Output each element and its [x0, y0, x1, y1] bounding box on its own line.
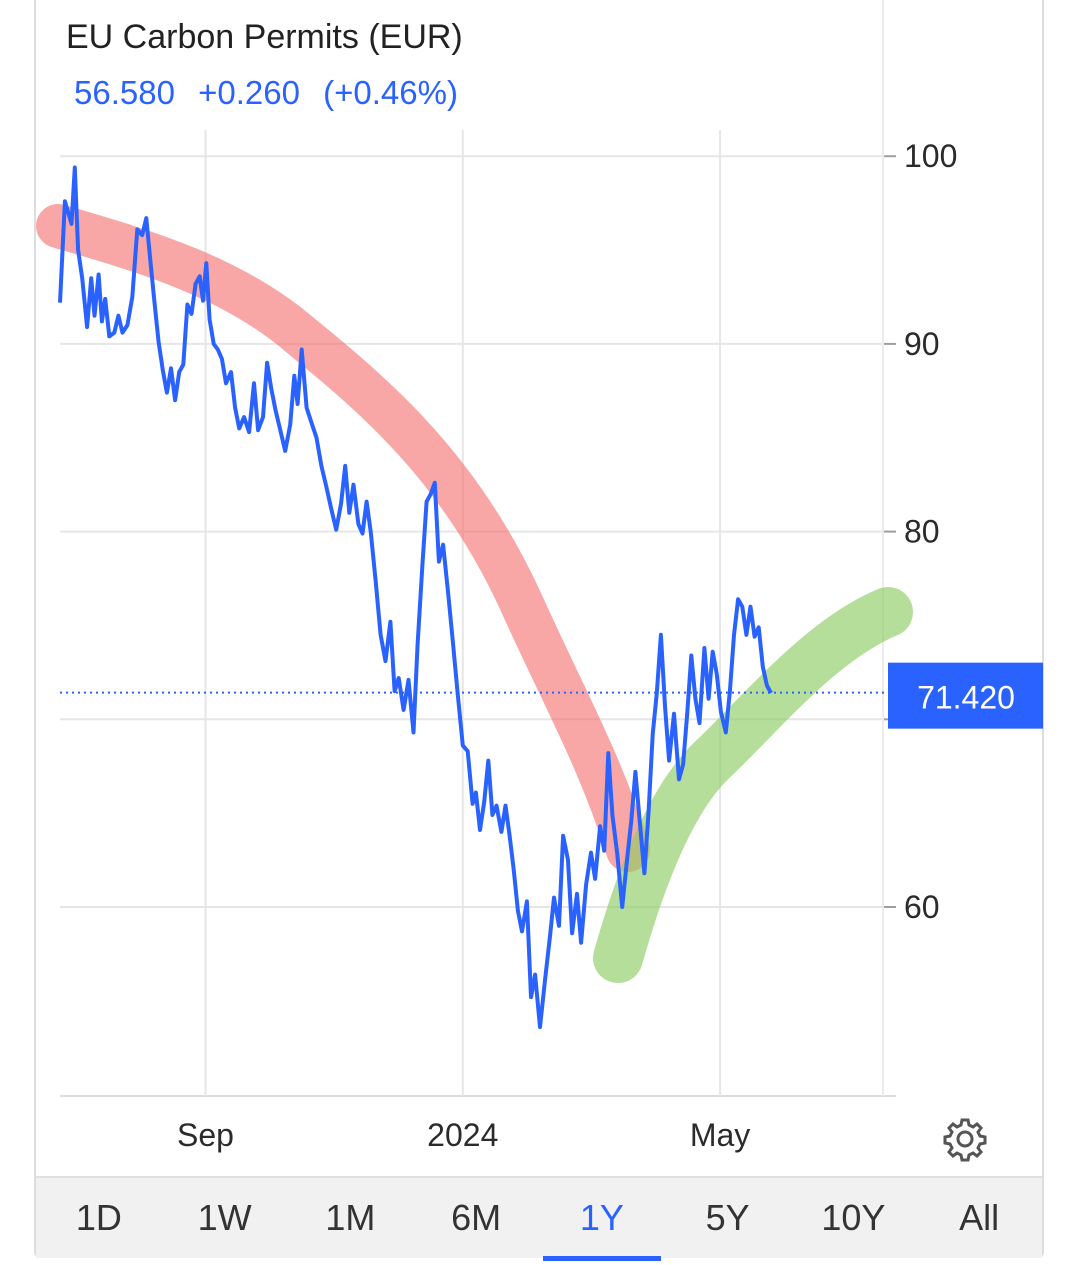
price-chart[interactable]: 71.420 100 90 80 60 Sep 2024 May [0, 0, 1080, 1175]
price-change-percent: (+0.46%) [323, 74, 458, 111]
gear-icon[interactable] [942, 1116, 988, 1162]
chart-title: EU Carbon Permits (EUR) [66, 18, 463, 56]
range-button-all[interactable]: All [959, 1197, 1000, 1238]
trend-highlights [36, 204, 913, 983]
uptrend-highlight [593, 587, 913, 983]
x-tick-label: 2024 [427, 1117, 498, 1153]
price-series [58, 165, 773, 1030]
x-tick-label: Sep [177, 1117, 234, 1153]
range-button-1w[interactable]: 1W [197, 1197, 252, 1238]
price-change: +0.260 [198, 74, 300, 111]
y-tick-label: 60 [904, 889, 940, 925]
price-quote: 56.580 +0.260 (+0.46%) [74, 74, 472, 112]
range-button-5y[interactable]: 5Y [705, 1197, 750, 1238]
axis-labels: 100 90 80 60 Sep 2024 May [177, 138, 957, 1153]
series-line [58, 165, 773, 1030]
y-tick-label: 80 [904, 514, 940, 550]
range-button-10y[interactable]: 10Y [821, 1197, 886, 1238]
downtrend-highlight [36, 204, 650, 872]
range-button-6m[interactable]: 6M [451, 1197, 502, 1238]
range-button-1y[interactable]: 1Y [542, 1189, 661, 1261]
current-price: 56.580 [74, 74, 175, 111]
price-badge [888, 662, 1043, 729]
x-tick-label: May [690, 1117, 750, 1153]
time-range-selector: 1D 1W 1M 6M 1Y 5Y 10Y All [36, 1176, 1042, 1261]
range-button-1m[interactable]: 1M [325, 1197, 376, 1238]
range-button-1d[interactable]: 1D [75, 1197, 122, 1238]
price-badge-label: 71.420 [917, 680, 1015, 716]
current-price-marker: 71.420 [60, 662, 1043, 729]
y-tick-label: 100 [904, 138, 957, 174]
y-tick-label: 90 [904, 326, 940, 362]
